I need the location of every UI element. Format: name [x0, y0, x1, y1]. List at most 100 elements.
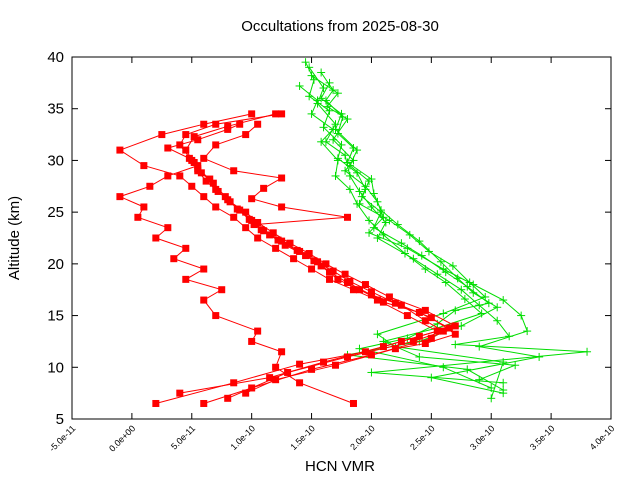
data-point	[493, 316, 502, 325]
data-point	[583, 347, 592, 356]
data-point	[197, 169, 205, 177]
data-point	[248, 337, 256, 345]
series-0	[295, 58, 592, 403]
data-point	[436, 257, 445, 266]
data-point	[341, 166, 350, 175]
data-point	[353, 168, 362, 177]
data-point	[349, 399, 357, 407]
data-point	[332, 361, 340, 369]
data-point	[484, 299, 493, 308]
x-tick-label: 4.0e-10	[588, 423, 617, 452]
data-point	[405, 230, 414, 239]
data-point	[523, 327, 532, 336]
y-tick-label: 20	[47, 256, 64, 273]
data-point	[379, 298, 387, 306]
data-point	[343, 115, 352, 124]
data-point	[200, 265, 208, 273]
data-point	[182, 131, 190, 139]
data-point	[463, 365, 472, 374]
data-point	[341, 151, 350, 160]
data-point	[190, 133, 198, 141]
data-point	[278, 237, 286, 245]
data-point	[146, 182, 154, 190]
data-point	[421, 306, 429, 314]
data-point	[365, 228, 374, 237]
data-point	[505, 332, 514, 341]
data-point	[248, 195, 256, 203]
series-0-profile-1-line	[308, 67, 588, 384]
data-point	[499, 378, 508, 387]
data-point	[188, 182, 196, 190]
data-point	[248, 384, 256, 392]
data-point	[233, 205, 241, 213]
data-point	[310, 257, 318, 265]
data-point	[250, 221, 258, 229]
data-point	[296, 379, 304, 387]
data-point	[445, 324, 453, 332]
data-point	[475, 375, 484, 384]
data-point	[254, 327, 262, 335]
data-point	[317, 137, 326, 146]
data-point	[242, 131, 250, 139]
y-tick-label: 15	[47, 308, 64, 325]
data-point	[403, 312, 411, 320]
data-point	[415, 237, 424, 246]
data-point	[164, 144, 172, 152]
data-point	[331, 171, 340, 180]
data-point	[355, 187, 364, 196]
data-point	[343, 213, 351, 221]
data-point	[329, 86, 338, 95]
data-point	[209, 179, 217, 187]
data-point	[367, 175, 376, 184]
data-point	[254, 120, 262, 128]
data-point	[308, 265, 316, 273]
data-point	[242, 224, 250, 232]
data-point	[224, 122, 232, 130]
data-point	[176, 389, 184, 397]
data-point	[194, 165, 202, 173]
data-point	[421, 317, 429, 325]
data-point	[415, 332, 423, 340]
data-point	[326, 275, 334, 283]
data-point	[164, 224, 172, 232]
data-point	[212, 120, 220, 128]
plot-series	[116, 58, 592, 407]
data-point	[305, 250, 313, 258]
data-point	[257, 226, 265, 234]
data-point	[333, 129, 342, 138]
data-point	[391, 299, 399, 307]
series-1-profile-2-line	[179, 113, 457, 394]
series-1	[116, 110, 459, 407]
data-point	[373, 234, 382, 242]
data-point	[182, 146, 190, 154]
data-point	[460, 295, 469, 304]
data-point	[308, 365, 316, 373]
data-point	[353, 199, 362, 208]
series-1-profile-5-line	[185, 113, 457, 394]
data-point	[152, 399, 160, 407]
data-point	[284, 368, 292, 376]
data-point	[361, 348, 369, 356]
data-point	[349, 286, 357, 294]
data-point	[343, 158, 352, 167]
data-point	[176, 172, 184, 180]
data-point	[274, 236, 282, 244]
data-point	[164, 172, 172, 180]
y-tick-label: 5	[56, 411, 64, 428]
data-point	[487, 383, 496, 392]
x-tick-label: 3.0e-10	[468, 423, 497, 452]
data-point	[353, 146, 362, 155]
data-point	[345, 171, 354, 180]
x-tick-label: 1.5e-10	[288, 423, 317, 452]
data-point	[134, 213, 142, 221]
data-point	[278, 348, 286, 356]
data-point	[278, 110, 286, 118]
data-point	[409, 254, 418, 263]
data-point	[493, 303, 502, 312]
data-point	[379, 343, 387, 351]
data-point	[346, 277, 354, 285]
data-point	[365, 216, 374, 225]
data-point	[190, 158, 198, 166]
data-point	[469, 288, 478, 297]
